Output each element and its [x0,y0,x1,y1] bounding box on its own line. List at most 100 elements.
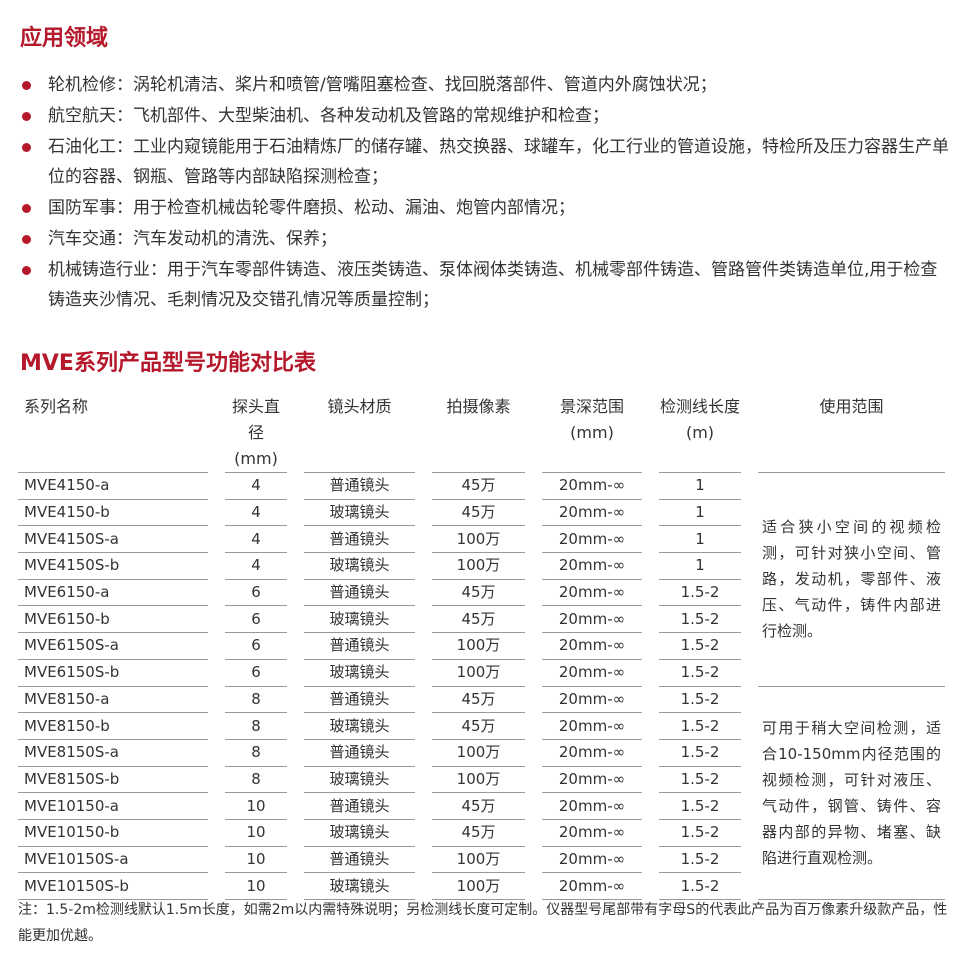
table-cell: MVE4150S-a [18,525,208,552]
table-cell: 100万 [432,845,525,873]
table-cell: 1.5-2 [659,792,741,819]
bullet-icon [22,235,31,244]
table-cell: MVE4150-a [18,472,208,499]
table-cell: 20mm-∞ [542,818,642,846]
table-cell: 45万 [432,712,525,739]
table-cell: MVE6150S-b [18,658,208,686]
table-row: MVE4150-a 4 普通镜头 45万 20mm-∞ 1 适合狭小空间的视频检测，可针对狭… [18,472,945,640]
table-cell: 玻璃镜头 [304,498,415,526]
table-cell: 4 [225,552,287,579]
bullet-icon [22,143,31,152]
table-cell: 100万 [432,765,525,793]
table-cell: 45万 [432,578,525,606]
table-cell: 普通镜头 [304,525,415,552]
table-cell: 4 [225,525,287,552]
section-title-applications: 应用领域 [20,26,109,51]
table-cell: 20mm-∞ [542,472,642,499]
table-cell: 10 [225,845,287,873]
list-item: 航空航天：飞机部件、大型柴油机、各种发动机及管路的常规维护和检查； [0,101,950,131]
table-cell: 20mm-∞ [542,552,642,579]
table-cell: 20mm-∞ [542,525,642,552]
list-item: 轮机检修：涡轮机清洁、桨片和喷管/管嘴阻塞检查、找回脱落部件、管道内外腐蚀状况； [0,70,950,100]
table-note: 注：1.5-2m检测线默认1.5m长度，如需2m以内需特殊说明；另检测线长度可定… [18,902,948,944]
table-row: MVE10150-a 10 普通镜头 45万 20mm-∞ 1.5-2 [18,792,945,819]
table-cell: 1.5-2 [659,712,741,739]
table-header: 系列名称 探头直径 (mm) 镜头材质 拍摄像素 景深范围 (mm) 检测线长度 (m) 使用范围 [18,394,945,472]
table-cell: 10 [225,872,287,900]
table-cell: 100万 [432,525,525,552]
table-cell: 20mm-∞ [542,498,642,526]
table-cell: 20mm-∞ [542,632,642,659]
table-cell: MVE8150-b [18,712,208,739]
table-cell: 普通镜头 [304,685,415,713]
table-cell: 普通镜头 [304,845,415,873]
table-cell: MVE10150-b [18,818,208,846]
table-cell: 10 [225,818,287,846]
table-row: MVE6150S-a 6 普通镜头 100万 20mm-∞ 1.5-2 [18,632,945,659]
table-row: MVE4150S-b 4 玻璃镜头 100万 20mm-∞ 1 [18,552,945,579]
table-row: MVE4150-b 4 玻璃镜头 45万 20mm-∞ 1 [18,498,945,526]
table-cell: 1 [659,552,741,579]
table-cell: 100万 [432,552,525,579]
table-cell: 玻璃镜头 [304,552,415,579]
table-cell: 20mm-∞ [542,872,642,900]
table-cell: 1.5-2 [659,738,741,766]
usage-range-cell: 适合狭小空间的视频检测，可针对狭小空间、管路，发动机，零部件、液压、气动件，铸件… [758,472,945,686]
table-cell: 100万 [432,632,525,659]
table-row: MVE8150-b 8 玻璃镜头 45万 20mm-∞ 1.5-2 [18,712,945,739]
table-cell: 1.5-2 [659,818,741,846]
table-cell: 20mm-∞ [542,578,642,606]
column-header: 拍摄像素 [446,397,511,416]
table-cell: 1.5-2 [659,765,741,793]
table-cell: 20mm-∞ [542,605,642,632]
list-item-text: 轮机检修：涡轮机清洁、桨片和喷管/管嘴阻塞检查、找回脱落部件、管道内外腐蚀状况； [48,75,717,95]
list-item: 汽车交通：汽车发动机的清洗、保养； [0,224,950,254]
bullet-icon [22,112,31,121]
table-cell: 45万 [432,498,525,526]
list-item: 机械铸造行业：用于汽车零部件铸造、液压类铸造、泵体阀体类铸造、机械零部件铸造、管… [0,255,950,315]
list-item: 国防军事：用于检查机械齿轮零件磨损、松动、漏油、炮管内部情况； [0,193,950,223]
table-row: MVE8150S-b 8 玻璃镜头 100万 20mm-∞ 1.5-2 [18,765,945,793]
table-cell: MVE4150-b [18,498,208,526]
table-cell: 45万 [432,818,525,846]
table-cell: 1.5-2 [659,578,741,606]
model-comparison-table: 系列名称 探头直径 (mm) 镜头材质 拍摄像素 景深范围 (mm) 检测线长度 (m) 使用范围… [18,394,945,900]
table-cell: MVE10150S-b [18,872,208,900]
table-cell: 20mm-∞ [542,845,642,873]
table-cell: 1.5-2 [659,872,741,900]
table-cell: 玻璃镜头 [304,658,415,686]
column-header: 系列名称 [24,397,89,416]
table-cell: 8 [225,685,287,713]
table-cell: 100万 [432,738,525,766]
table-cell: 1.5-2 [659,632,741,659]
table-cell: 6 [225,658,287,686]
table-cell: 20mm-∞ [542,712,642,739]
table-cell: 20mm-∞ [542,738,642,766]
table-cell: 20mm-∞ [542,685,642,713]
table-cell: MVE4150S-b [18,552,208,579]
table-cell: 20mm-∞ [542,765,642,793]
table-cell: 1.5-2 [659,658,741,686]
column-header: 景深范围 (mm) [559,397,624,442]
table-cell: MVE8150S-a [18,738,208,766]
table-row: MVE10150-b 10 玻璃镜头 45万 20mm-∞ 1.5-2 [18,818,945,846]
table-row: MVE10150S-a 10 普通镜头 100万 20mm-∞ 1.5-2 [18,845,945,873]
table-cell: 4 [225,498,287,526]
table-cell: 45万 [432,605,525,632]
column-header: 检测线长度 (m) [659,397,740,442]
table-cell: 8 [225,738,287,766]
application-list: 轮机检修：涡轮机清洁、桨片和喷管/管嘴阻塞检查、找回脱落部件、管道内外腐蚀状况；… [0,70,950,316]
table-cell: 10 [225,792,287,819]
list-item-text: 航空航天：飞机部件、大型柴油机、各种发动机及管路的常规维护和检查； [48,106,609,126]
table-cell: 1 [659,525,741,552]
table-cell: 45万 [432,792,525,819]
list-item: 石油化工：工业内窥镜能用于石油精炼厂的储存罐、热交换器、球罐车，化工行业的管道设… [0,132,950,192]
bullet-icon [22,204,31,213]
table-cell: 100万 [432,658,525,686]
list-item-text: 国防军事：用于检查机械齿轮零件磨损、松动、漏油、炮管内部情况； [48,198,575,218]
table-cell: 45万 [432,685,525,713]
usage-range-cell: 可用于稍大空间检测，适合10-150mm内径范围的视频检测，可针对液压、气动件，… [758,685,945,900]
table-cell: 1.5-2 [659,605,741,632]
table-cell: 1.5-2 [659,685,741,713]
table-row: MVE10150S-b 10 玻璃镜头 100万 20mm-∞ 1.5-2 [18,872,945,900]
